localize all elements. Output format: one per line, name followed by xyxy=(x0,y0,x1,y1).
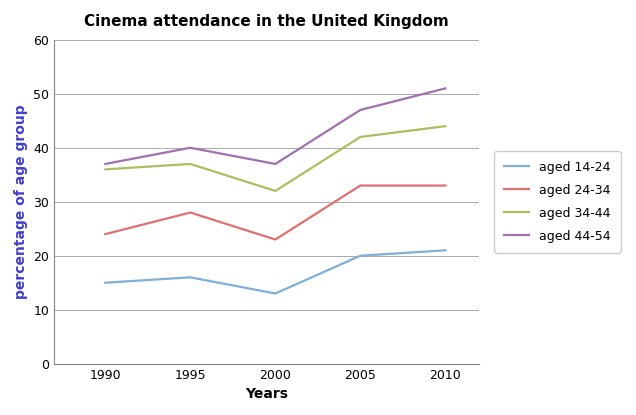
aged 44-54 xyxy=(441,86,449,91)
aged 34-44 xyxy=(186,161,194,166)
Title: Cinema attendance in the United Kingdom: Cinema attendance in the United Kingdom xyxy=(85,14,449,29)
aged 24-34 xyxy=(357,183,364,188)
Line: aged 24-34: aged 24-34 xyxy=(106,186,445,239)
aged 24-34 xyxy=(441,183,449,188)
aged 34-44 xyxy=(272,188,279,193)
aged 34-44 xyxy=(102,167,109,172)
Line: aged 44-54: aged 44-54 xyxy=(106,88,445,164)
aged 24-34 xyxy=(272,237,279,242)
aged 34-44 xyxy=(441,124,449,129)
aged 44-54 xyxy=(186,145,194,150)
aged 14-24 xyxy=(102,280,109,285)
aged 44-54 xyxy=(102,161,109,166)
aged 34-44 xyxy=(357,134,364,139)
Legend: aged 14-24, aged 24-34, aged 34-44, aged 44-54: aged 14-24, aged 24-34, aged 34-44, aged… xyxy=(494,151,621,253)
aged 24-34 xyxy=(102,232,109,237)
aged 44-54 xyxy=(357,107,364,112)
aged 14-24 xyxy=(272,291,279,296)
X-axis label: Years: Years xyxy=(245,387,288,401)
Line: aged 14-24: aged 14-24 xyxy=(106,250,445,293)
Line: aged 34-44: aged 34-44 xyxy=(106,126,445,191)
aged 44-54 xyxy=(272,161,279,166)
aged 14-24 xyxy=(357,253,364,258)
aged 24-34 xyxy=(186,210,194,215)
aged 14-24 xyxy=(441,248,449,253)
Y-axis label: percentage of age group: percentage of age group xyxy=(14,105,28,299)
aged 14-24 xyxy=(186,275,194,280)
